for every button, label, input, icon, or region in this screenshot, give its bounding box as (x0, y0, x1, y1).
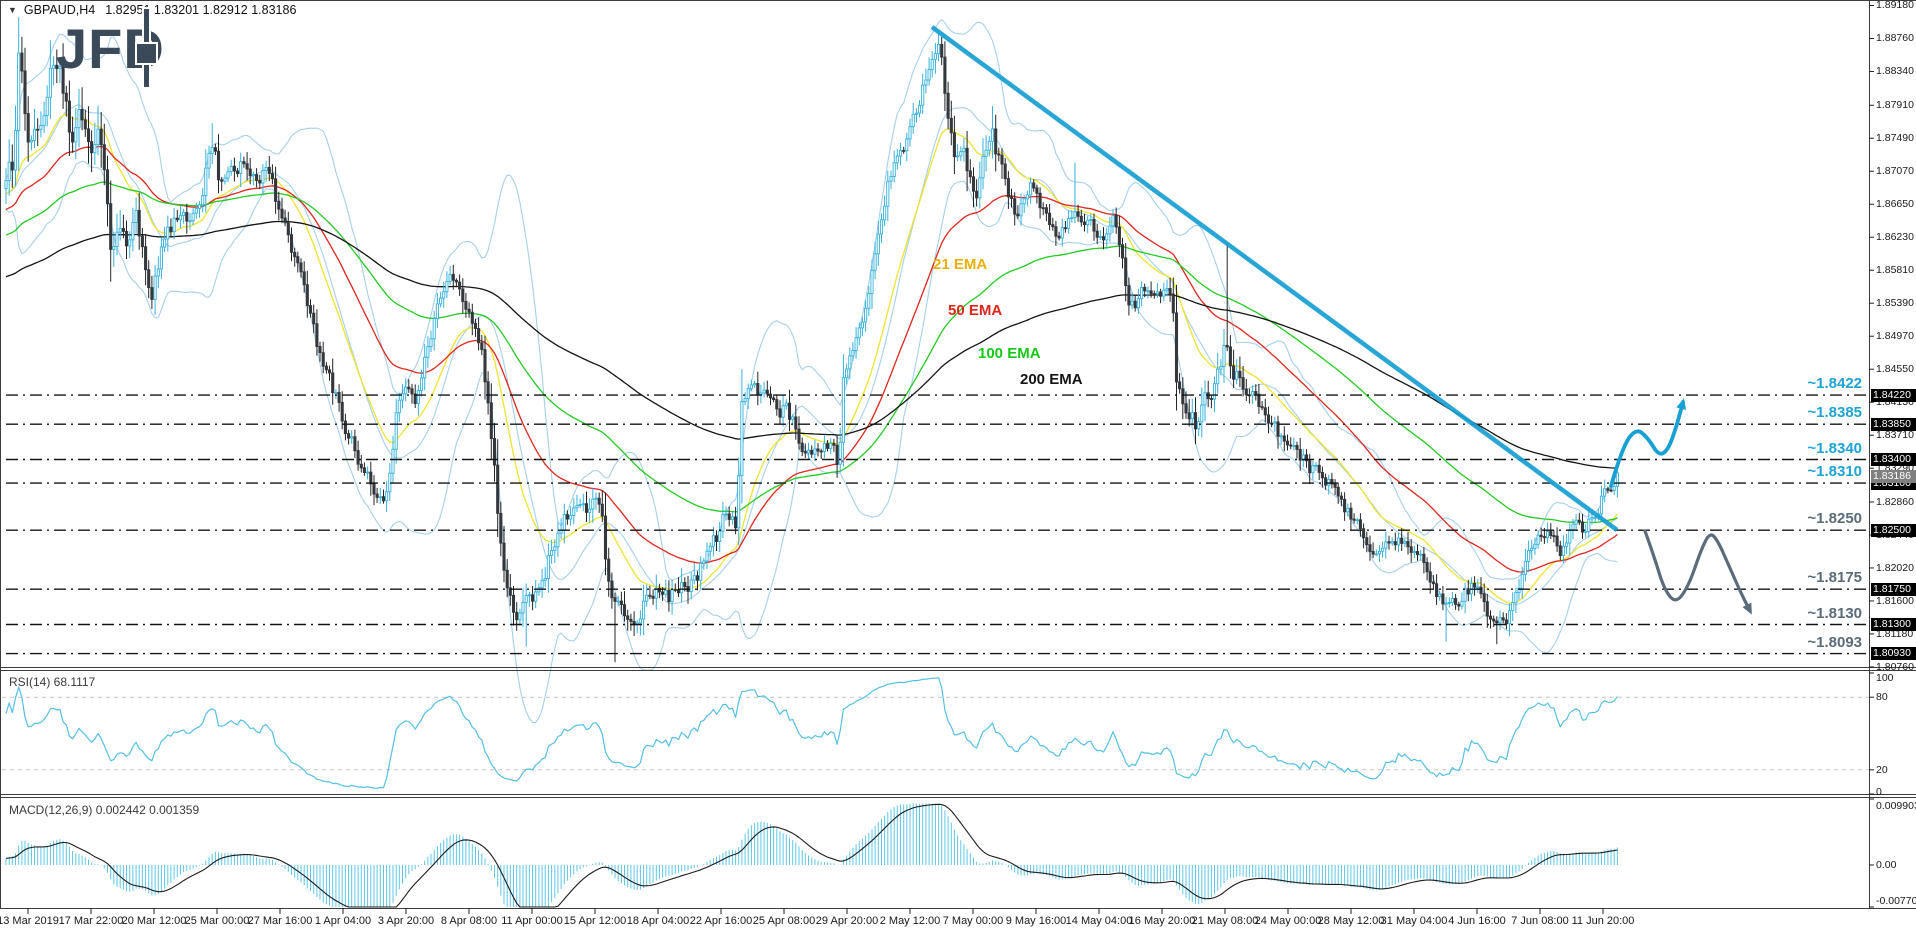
descending-trendline[interactable] (930, 25, 1619, 532)
rsi-indicator-label: RSI(14) 68.1117 (9, 675, 96, 689)
bearish-projection-arrow[interactable] (1643, 529, 1752, 615)
symbol-timeframe: GBPAUD,H4 (23, 3, 96, 17)
support-resistance-levels (6, 394, 1866, 655)
bollinger-bands (5, 19, 1618, 723)
symbol-info: ▼ GBPAUD,H4 1.82951 1.83201 1.82912 1.8318… (8, 3, 296, 17)
collapse-indicator-icon[interactable]: ▼ (8, 5, 17, 15)
macd-indicator-label: MACD(12,26,9) 0.002442 0.001359 (9, 803, 200, 817)
rsi-panel (2, 677, 1869, 789)
ohlc-values: 1.82951 1.83201 1.82912 1.83186 (105, 3, 297, 17)
candles-layer (4, 17, 1619, 663)
panel-borders (0, 0, 1916, 909)
logo-candle-body-icon (137, 44, 156, 63)
axis-ticks (27, 4, 1874, 914)
bullish-projection-arrow[interactable] (1609, 398, 1687, 488)
macd-panel (5, 803, 1618, 908)
jfd-logo: JFD (56, 9, 165, 87)
